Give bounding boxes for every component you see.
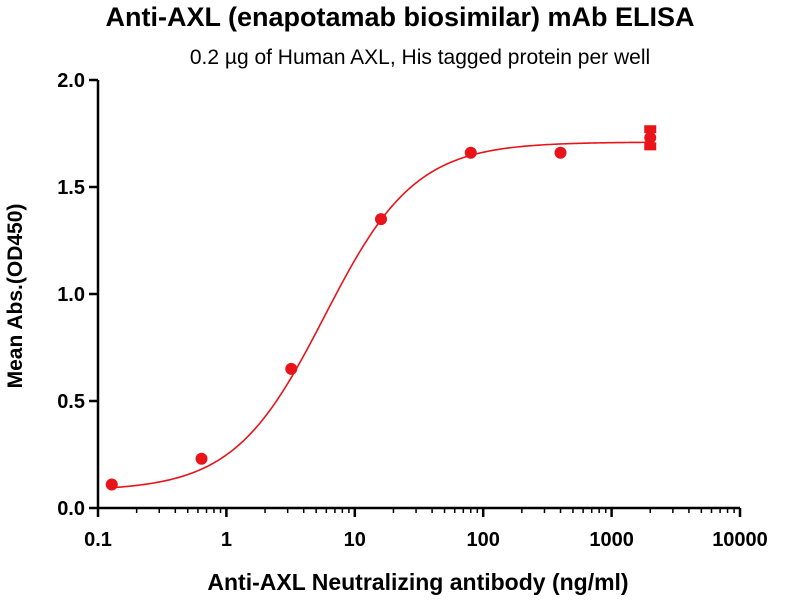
x-tick-label: 1000: [589, 529, 634, 551]
data-point: [464, 146, 477, 159]
x-tick-label: 0.1: [84, 529, 112, 551]
error-bar-cap: [644, 125, 657, 134]
x-tick-label: 10: [344, 529, 366, 551]
x-tick-label: 10000: [712, 529, 768, 551]
x-tick-label: 1: [221, 529, 232, 551]
data-point: [554, 146, 567, 159]
y-axis-label: Mean Abs.(OD450): [4, 204, 27, 389]
error-bar-cap: [644, 142, 657, 151]
chart-subtitle: 0.2 µg of Human AXL, His tagged protein …: [190, 46, 650, 69]
y-tick-label: 0.0: [57, 498, 85, 520]
x-axis-label: Anti-AXL Neutralizing antibody (ng/ml): [207, 569, 628, 595]
data-point: [285, 362, 298, 375]
fit-curve-group: [111, 141, 651, 489]
data-point: [375, 213, 388, 226]
data-point: [105, 478, 118, 491]
y-tick-label: 0.5: [57, 391, 85, 413]
x-tick-label: 100: [467, 529, 500, 551]
y-axis-ticks: 0.0 0.5 1.0 1.5 2.0: [57, 70, 98, 520]
y-tick-label: 1.0: [57, 284, 85, 306]
data-points: [105, 125, 657, 491]
data-point: [644, 131, 657, 144]
y-tick-label: 1.5: [57, 177, 85, 199]
chart-title: Anti-AXL (enapotamab biosimilar) mAb ELI…: [105, 2, 694, 32]
data-point: [195, 452, 208, 465]
axes: [96, 80, 740, 510]
x-axis-ticks: 0.1 1 10 100 1000 10000: [84, 508, 768, 551]
fit-curve: [111, 141, 651, 489]
y-tick-label: 2.0: [57, 70, 85, 92]
